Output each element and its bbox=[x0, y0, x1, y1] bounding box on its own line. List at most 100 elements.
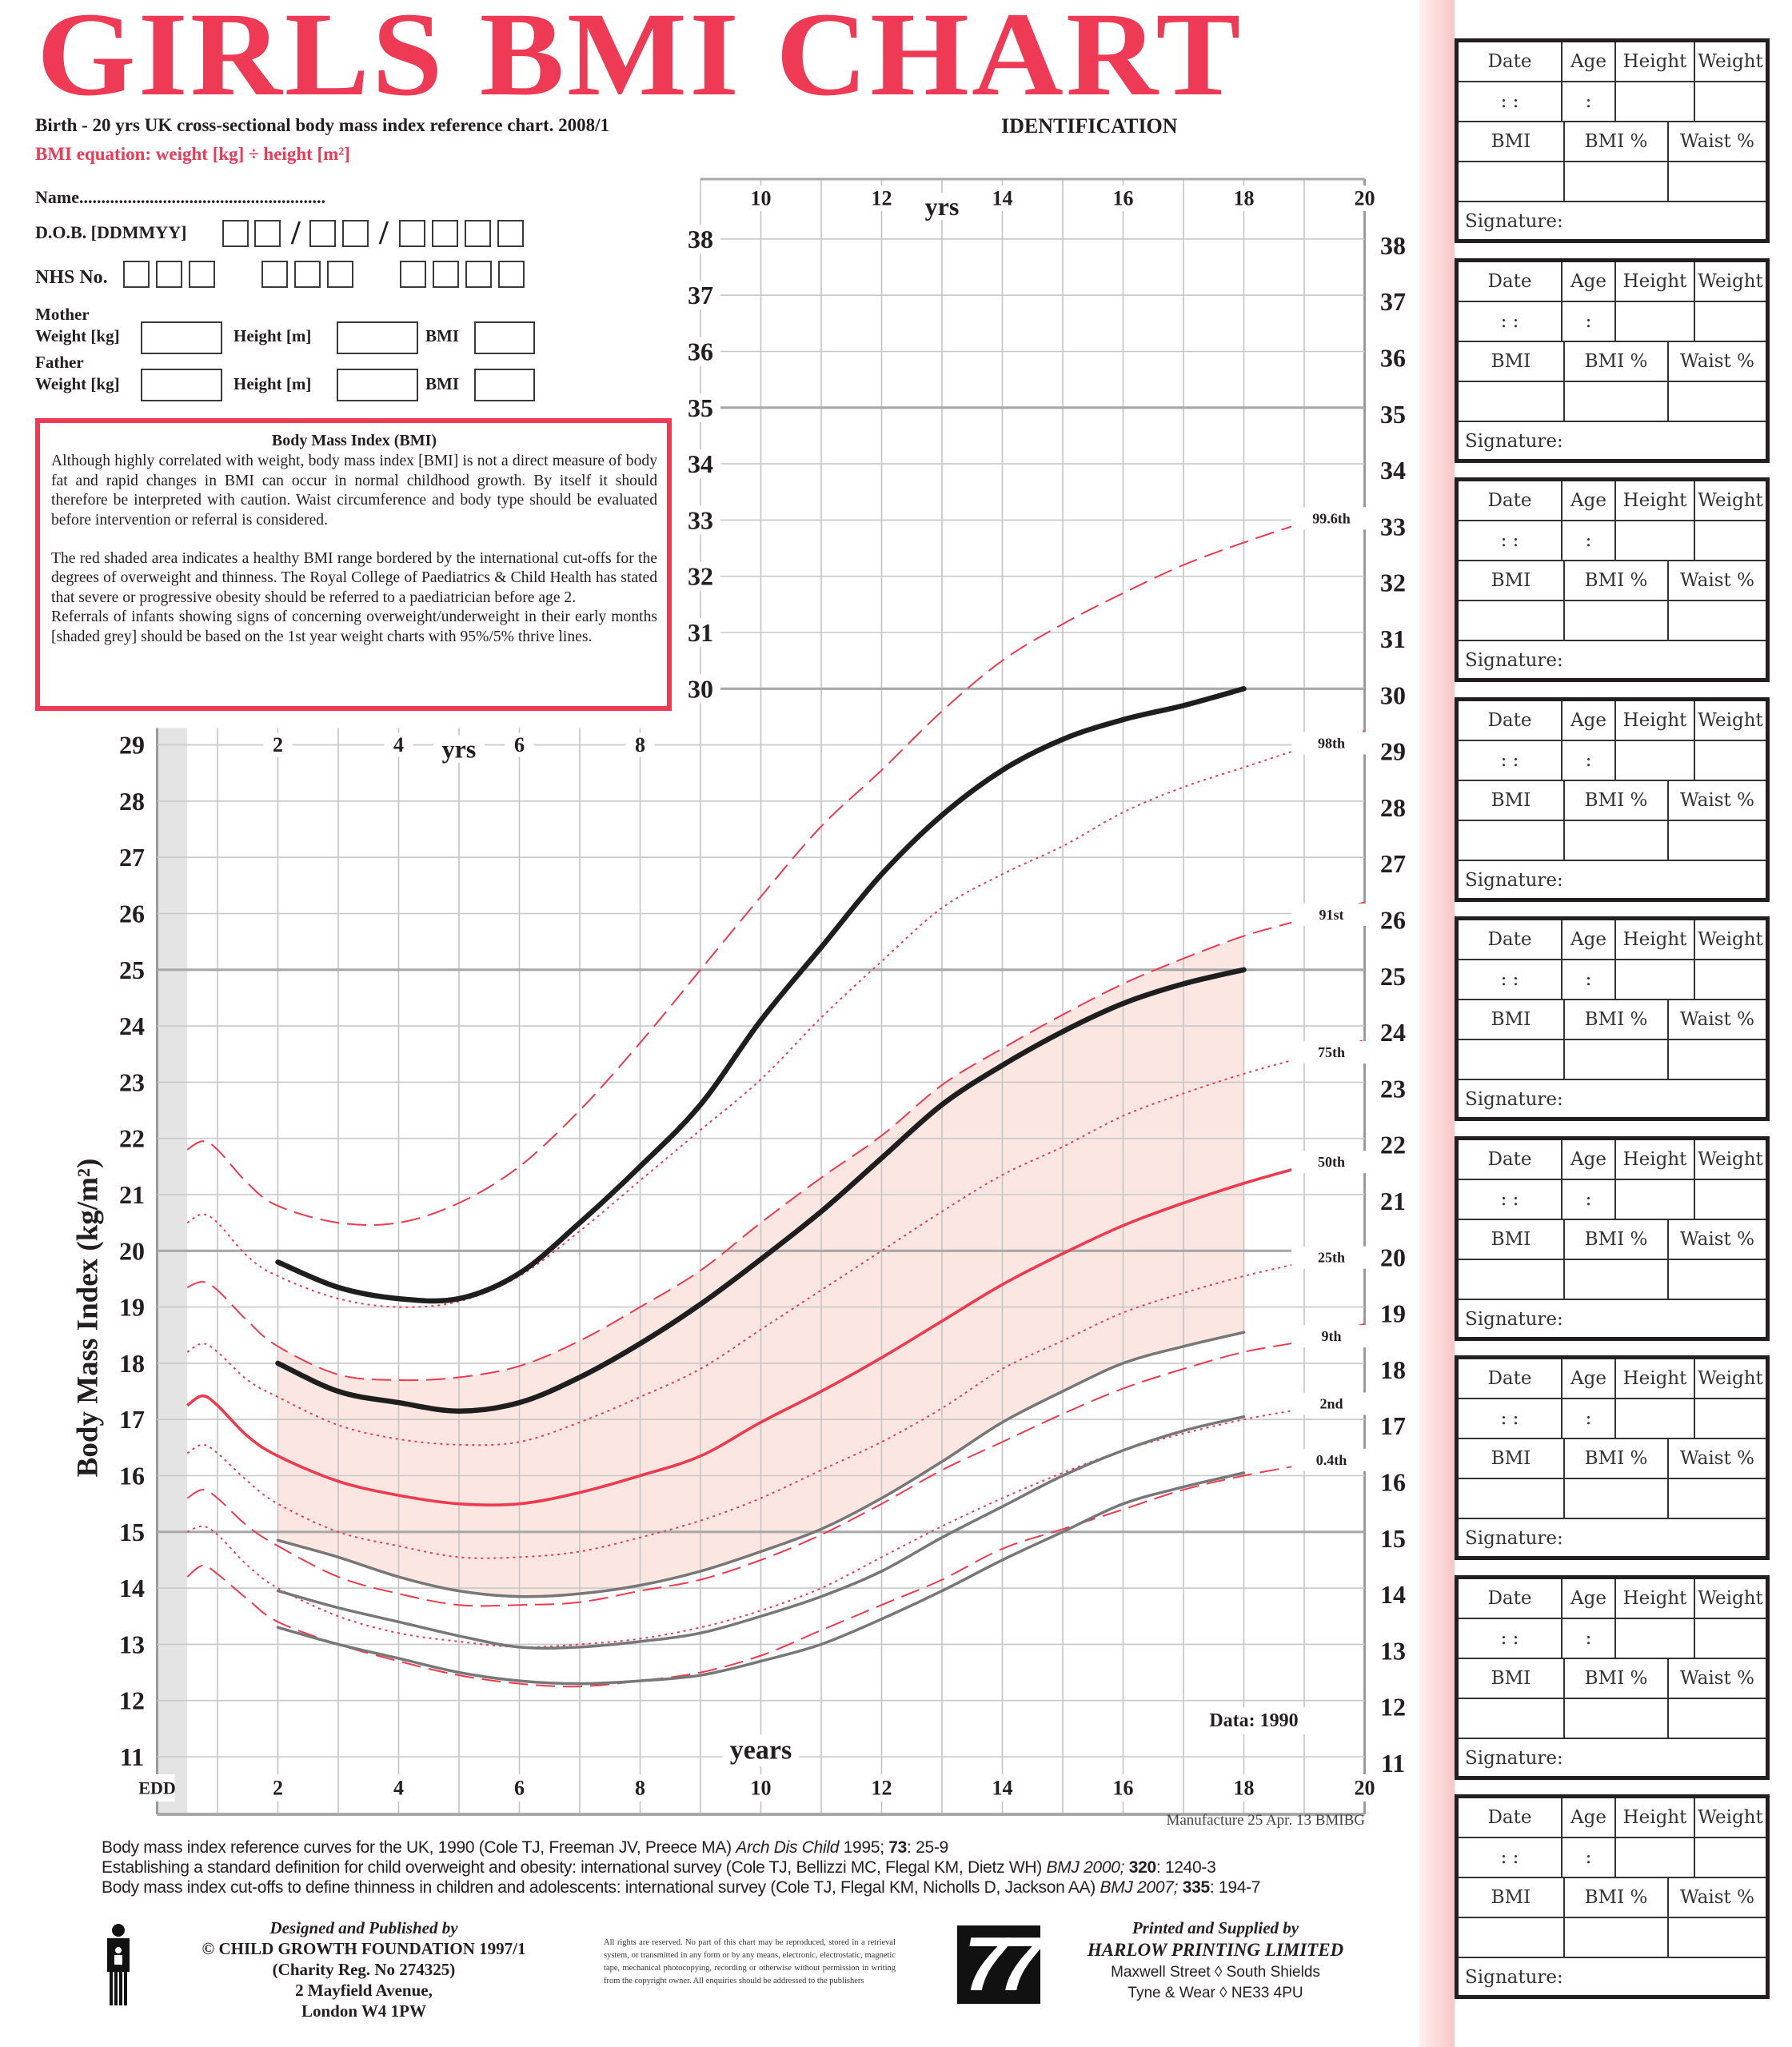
dob-month-box-1[interactable] bbox=[309, 220, 336, 247]
father-bmi-input[interactable] bbox=[474, 369, 535, 401]
bmi-percent-input[interactable] bbox=[1565, 1479, 1669, 1518]
record-signature-row[interactable]: Signature: bbox=[1459, 1739, 1766, 1778]
waist-percent-header: Waist % bbox=[1680, 789, 1754, 811]
weight-input[interactable] bbox=[1695, 960, 1766, 999]
weight-input[interactable] bbox=[1695, 1838, 1766, 1877]
weight-input[interactable] bbox=[1695, 302, 1766, 341]
date-input[interactable]: : : bbox=[1459, 1179, 1563, 1219]
weight-input[interactable] bbox=[1695, 741, 1766, 780]
bmi-input[interactable] bbox=[1459, 1259, 1565, 1299]
age-input[interactable]: : bbox=[1563, 1838, 1616, 1877]
name-field[interactable]: Name....................................… bbox=[35, 187, 325, 208]
bmi-input[interactable] bbox=[1459, 1918, 1565, 1957]
father-height-input[interactable] bbox=[337, 369, 418, 401]
waist-percent-input[interactable] bbox=[1669, 1699, 1766, 1738]
weight-input[interactable] bbox=[1695, 1180, 1766, 1219]
waist-percent-input[interactable] bbox=[1669, 1260, 1766, 1299]
weight-input[interactable] bbox=[1695, 82, 1766, 121]
age-input[interactable]: : bbox=[1563, 1399, 1616, 1438]
date-input[interactable]: : : bbox=[1459, 301, 1563, 341]
bmi-percent-input[interactable] bbox=[1565, 820, 1669, 860]
date-input[interactable]: : : bbox=[1459, 1618, 1563, 1658]
bmi-percent-input[interactable] bbox=[1565, 601, 1669, 640]
waist-percent-input[interactable] bbox=[1669, 1918, 1766, 1957]
nhs-box[interactable] bbox=[261, 261, 288, 288]
dob-year-box-2[interactable] bbox=[432, 220, 458, 247]
nhs-box[interactable] bbox=[189, 261, 215, 288]
age-input[interactable]: : bbox=[1563, 740, 1616, 780]
height-input[interactable] bbox=[1616, 301, 1695, 341]
date-input[interactable]: : : bbox=[1459, 1838, 1563, 1877]
bmi-percent-input[interactable] bbox=[1565, 162, 1669, 201]
bmi-input[interactable] bbox=[1459, 1040, 1565, 1079]
age-input[interactable]: : bbox=[1563, 1179, 1616, 1219]
nhs-box[interactable] bbox=[327, 261, 353, 288]
weight-input[interactable] bbox=[1695, 521, 1766, 560]
waist-percent-input[interactable] bbox=[1669, 1040, 1766, 1079]
age-input[interactable]: : bbox=[1563, 82, 1616, 121]
date-input[interactable]: : : bbox=[1459, 1399, 1563, 1438]
weight-input[interactable] bbox=[1695, 1619, 1766, 1658]
bmi-percent-input[interactable] bbox=[1565, 381, 1669, 421]
bmi-input[interactable] bbox=[1459, 162, 1565, 201]
nhs-box[interactable] bbox=[294, 261, 321, 288]
height-input[interactable] bbox=[1616, 1179, 1695, 1219]
x-tick-bottom-bg bbox=[744, 1774, 778, 1802]
date-input[interactable]: : : bbox=[1459, 82, 1563, 121]
nhs-box[interactable] bbox=[123, 261, 150, 288]
age-input[interactable]: : bbox=[1563, 301, 1616, 341]
dob-year-box-1[interactable] bbox=[399, 220, 425, 247]
waist-percent-input[interactable] bbox=[1669, 162, 1766, 201]
waist-percent-input[interactable] bbox=[1669, 382, 1766, 421]
height-input[interactable] bbox=[1616, 960, 1695, 999]
dob-day-box-1[interactable] bbox=[222, 220, 249, 247]
bmi-input[interactable] bbox=[1459, 1479, 1565, 1518]
bmi-percent-input[interactable] bbox=[1565, 1259, 1669, 1299]
waist-percent-input[interactable] bbox=[1669, 601, 1766, 640]
height-input[interactable] bbox=[1616, 1399, 1695, 1438]
record-signature-row[interactable]: Signature: bbox=[1459, 1080, 1766, 1119]
height-input[interactable] bbox=[1616, 521, 1695, 560]
nhs-box[interactable] bbox=[156, 261, 182, 288]
date-input[interactable]: : : bbox=[1459, 740, 1563, 780]
bmi-percent-input[interactable] bbox=[1565, 1918, 1669, 1957]
waist-percent-input[interactable] bbox=[1669, 1479, 1766, 1518]
dob-month-box-2[interactable] bbox=[342, 220, 369, 247]
record-signature-row[interactable]: Signature: bbox=[1459, 1519, 1766, 1558]
record-signature-row[interactable]: Signature: bbox=[1459, 202, 1766, 241]
dob-day-box-2[interactable] bbox=[254, 220, 281, 247]
age-input[interactable]: : bbox=[1563, 1618, 1616, 1658]
father-weight-input[interactable] bbox=[141, 369, 222, 401]
dob-year-box-3[interactable] bbox=[465, 220, 491, 247]
nhs-box[interactable] bbox=[498, 261, 525, 288]
dob-year-box-4[interactable] bbox=[497, 220, 524, 247]
bmi-input[interactable] bbox=[1459, 1698, 1565, 1738]
bmi-input[interactable] bbox=[1459, 601, 1565, 640]
height-input[interactable] bbox=[1616, 82, 1695, 121]
height-input[interactable] bbox=[1616, 1618, 1695, 1658]
nhs-box[interactable] bbox=[433, 261, 459, 288]
record-signature-row[interactable]: Signature: bbox=[1459, 641, 1766, 680]
record-signature-row[interactable]: Signature: bbox=[1459, 1300, 1766, 1339]
bmi-input[interactable] bbox=[1459, 381, 1565, 421]
height-input[interactable] bbox=[1616, 1838, 1695, 1877]
weight-input[interactable] bbox=[1695, 1399, 1766, 1438]
age-input[interactable]: : bbox=[1563, 521, 1616, 560]
record-signature-row[interactable]: Signature: bbox=[1459, 861, 1766, 900]
record-signature-row[interactable]: Signature: bbox=[1459, 422, 1766, 461]
height-input[interactable] bbox=[1616, 740, 1695, 780]
date-input[interactable]: : : bbox=[1459, 521, 1563, 560]
mother-weight-input[interactable] bbox=[141, 321, 222, 354]
bmi-percent-input[interactable] bbox=[1565, 1698, 1669, 1738]
bmi-input[interactable] bbox=[1459, 820, 1565, 860]
date-input[interactable]: : : bbox=[1459, 960, 1563, 999]
mother-height-input[interactable] bbox=[337, 321, 418, 354]
waist-percent-input[interactable] bbox=[1669, 821, 1766, 860]
bmi-percent-input[interactable] bbox=[1565, 1040, 1669, 1079]
y-tick-right: 37 bbox=[1380, 287, 1406, 316]
record-signature-row[interactable]: Signature: bbox=[1459, 1958, 1766, 1997]
nhs-box[interactable] bbox=[400, 261, 426, 288]
nhs-box[interactable] bbox=[465, 261, 492, 288]
mother-bmi-input[interactable] bbox=[474, 321, 535, 354]
age-input[interactable]: : bbox=[1563, 960, 1616, 999]
